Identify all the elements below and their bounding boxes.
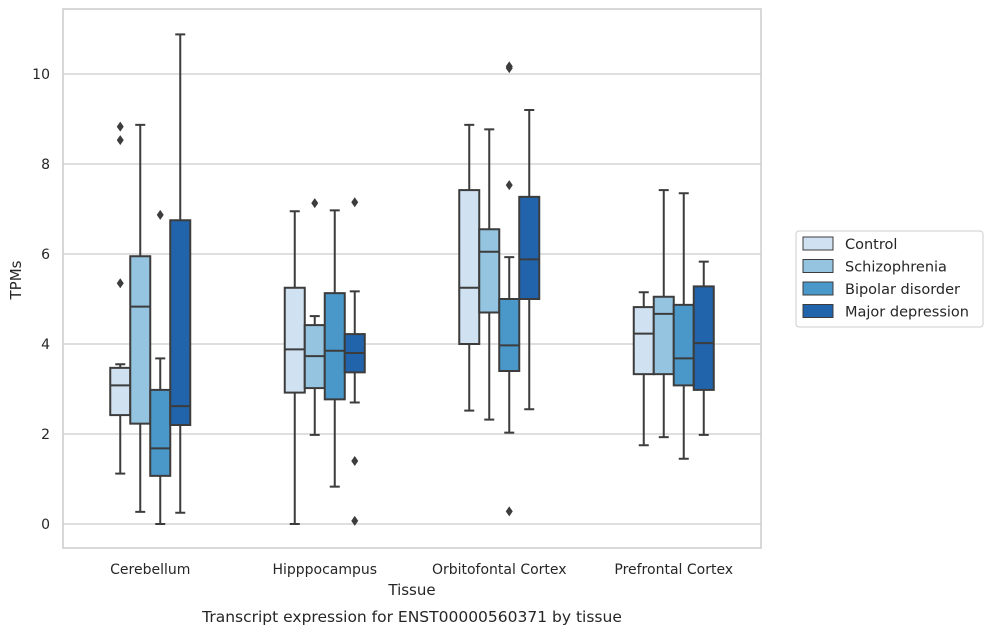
y-tick-label: 2 (41, 427, 50, 443)
box-iqr (323, 292, 346, 401)
y-tick-label: 10 (32, 67, 50, 83)
boxes (109, 33, 715, 526)
y-tick-label: 4 (41, 337, 50, 353)
box-iqr (692, 285, 715, 391)
box-control (458, 123, 481, 412)
box-schizophrenia (129, 123, 152, 513)
x-tick-label: Hipppocampus (272, 562, 377, 578)
plot-area-frame (62, 8, 762, 549)
y-axis-ticks: 0 2 4 6 8 10 (32, 67, 50, 533)
box-iqr (478, 228, 501, 314)
box-iqr (109, 366, 132, 417)
legend-frame (795, 230, 984, 328)
box-control (632, 291, 655, 447)
y-axis-title: TPMs (7, 260, 25, 300)
box-iqr (652, 295, 675, 376)
outlier-point (311, 198, 319, 209)
x-tick-label: Cerebellum (110, 562, 190, 578)
box-major-depression (343, 197, 366, 526)
box-iqr (283, 286, 306, 394)
y-tick-label: 6 (41, 247, 50, 263)
y-tick-label: 8 (41, 157, 50, 173)
box-iqr (458, 189, 481, 345)
box-iqr (498, 298, 521, 372)
legend-label: Schizophrenia (845, 260, 947, 276)
outlier-point (505, 506, 513, 517)
outlier-point (116, 135, 124, 146)
legend-swatch (802, 259, 834, 273)
box-major-depression (518, 109, 541, 411)
outlier-point (351, 515, 359, 526)
x-tick-label: Orbitofontal Cortex (432, 562, 567, 578)
chart-caption: Transcript expression for ENST0000056037… (201, 608, 622, 626)
outlier-point (116, 121, 124, 132)
legend-label: Major depression (845, 305, 969, 321)
box-iqr (169, 219, 192, 426)
outlier-point (351, 456, 359, 466)
box-bipolar-disorder (149, 209, 172, 525)
legend-swatch (802, 281, 834, 296)
box-schizophrenia (478, 128, 501, 421)
x-axis-title: Tissue (387, 581, 435, 599)
box-bipolar-disorder (672, 192, 695, 460)
legend: Control Schizophrenia Bipolar disorder Majo… (795, 230, 984, 328)
box-schizophrenia (303, 198, 326, 436)
box-iqr (129, 255, 152, 425)
box-iqr (672, 303, 695, 387)
x-tick-label: Prefrontal Cortex (614, 562, 733, 578)
legend-label: Control (845, 237, 897, 253)
outlier-point (116, 278, 124, 289)
x-axis-ticks: Cerebellum Hipppocampus Orbitofontal Corte… (110, 562, 733, 578)
box-bipolar-disorder (323, 209, 346, 488)
outlier-point (505, 61, 513, 72)
legend-label: Bipolar disorder (845, 282, 960, 298)
box-major-depression (169, 33, 192, 514)
legend-swatch (802, 304, 834, 318)
outlier-point (505, 180, 513, 191)
box-control (109, 121, 132, 475)
box-control (283, 210, 306, 525)
box-iqr (149, 388, 172, 477)
legend-swatch (802, 236, 834, 251)
box-bipolar-disorder (498, 61, 521, 517)
box-iqr (518, 195, 541, 301)
y-tick-label: 0 (41, 517, 50, 533)
box-iqr (632, 306, 655, 376)
outlier-point (156, 209, 164, 220)
box-major-depression (692, 260, 715, 436)
outlier-point (351, 197, 359, 208)
box-schizophrenia (652, 189, 675, 439)
